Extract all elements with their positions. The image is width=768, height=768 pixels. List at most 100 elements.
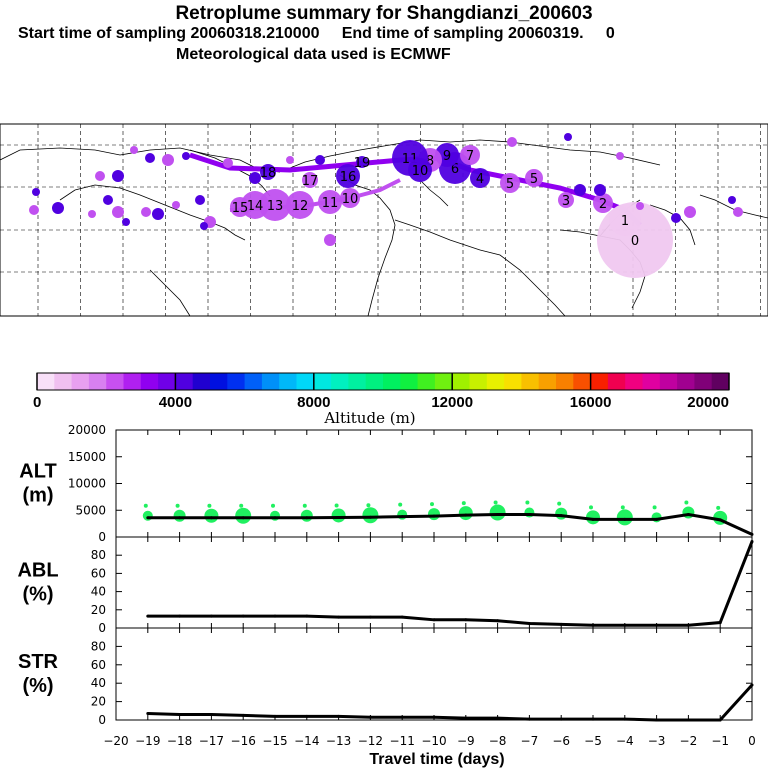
data-point: [750, 683, 754, 687]
colorbar-swatch: [88, 373, 107, 390]
data-point: [591, 623, 595, 627]
coastline: [479, 249, 566, 317]
colorbar-swatch: [400, 373, 419, 390]
altitude-spread-marker: [616, 509, 633, 526]
colorbar-swatch: [71, 373, 90, 390]
plume-dot: [122, 218, 130, 226]
plume-dot: [162, 154, 174, 166]
plume-circle: [408, 158, 432, 182]
y-tick-label: 0: [98, 530, 106, 544]
data-point: [337, 615, 341, 619]
colorbar-swatch: [106, 373, 124, 390]
sampling-time-subtitle: Start time of sampling 20060318.210000 E…: [18, 25, 615, 42]
plume-circle: [286, 191, 314, 219]
colorbar-swatch: [279, 373, 297, 390]
plume-day-label: 4: [476, 172, 484, 187]
x-tick-label: −7: [521, 734, 539, 748]
data-point: [591, 517, 595, 521]
x-tick-label: −5: [584, 734, 602, 748]
x-tick-label: −12: [358, 734, 383, 748]
x-tick-label: −17: [199, 734, 224, 748]
data-point: [209, 712, 213, 716]
x-tick-label: −16: [231, 734, 256, 748]
y-tick-label: 10000: [68, 477, 106, 491]
data-point: [464, 618, 468, 622]
x-tick-label: −1: [711, 734, 729, 748]
plume-circle: [259, 189, 291, 221]
data-point: [623, 717, 627, 721]
x-tick-label: −3: [648, 734, 666, 748]
plume-circle: [470, 168, 490, 188]
altitude-spread-marker: [235, 507, 252, 524]
plume-dot: [32, 188, 40, 196]
data-point: [655, 517, 659, 521]
plume-day-label: 19: [354, 156, 371, 171]
x-tick-label: −15: [262, 734, 287, 748]
data-point: [655, 623, 659, 627]
data-point: [209, 614, 213, 618]
colorbar-swatch: [556, 373, 574, 390]
colorbar-swatch: [261, 373, 280, 390]
x-tick-label: −14: [294, 734, 319, 748]
altitude-spread-marker: [428, 508, 440, 521]
colorbar-swatch: [573, 373, 592, 390]
colorbar-swatch: [469, 373, 488, 390]
altitude-spread-marker: [461, 501, 466, 506]
plume-circle: [356, 156, 368, 168]
colorbar-swatch: [452, 373, 470, 390]
colorbar-swatch: [175, 373, 194, 390]
altitude-spread-marker: [300, 509, 313, 522]
plume-dot: [195, 195, 205, 205]
plume-circle: [593, 193, 613, 213]
x-tick-label: −11: [390, 734, 415, 748]
plume-dot: [733, 207, 743, 217]
met-data-line: Meteorological data used is ECMWF: [176, 46, 451, 63]
plume-dot: [112, 206, 124, 218]
plume-dot: [130, 146, 138, 154]
coastline: [0, 147, 281, 173]
data-point: [496, 716, 500, 720]
plume-day-label: 18: [260, 166, 277, 181]
plume-day-label: 13: [267, 199, 284, 214]
plume-dot: [728, 196, 736, 204]
plume-dot: [684, 206, 696, 218]
data-point: [400, 615, 404, 619]
colorbar-swatch: [192, 373, 211, 390]
altitude-spread-marker: [555, 507, 568, 520]
y-tick-label: 80: [91, 639, 106, 653]
data-point: [146, 614, 150, 618]
x-tick-label: −4: [616, 734, 634, 748]
colorbar-tick-label: 0: [33, 394, 41, 411]
plume-dot: [324, 234, 336, 246]
plume-dot: [223, 158, 233, 168]
data-point: [591, 717, 595, 721]
plume-day-label: 5: [530, 172, 538, 187]
altitude-spread-marker: [271, 503, 275, 508]
colorbar-swatch: [538, 373, 557, 390]
colorbar-swatch: [504, 373, 522, 390]
colorbar-swatch: [521, 373, 540, 390]
coastline: [339, 174, 396, 317]
x-tick-label: −9: [457, 734, 475, 748]
panel-label: ABL: [17, 560, 58, 582]
data-point: [623, 517, 627, 521]
x-axis-title: Travel time (days): [369, 751, 504, 768]
plume-dot: [103, 195, 113, 205]
plume-day-label: 9: [443, 149, 451, 164]
data-point: [718, 518, 722, 522]
panel-label: (%): [22, 584, 53, 606]
data-point: [464, 716, 468, 720]
plume-dot: [286, 156, 294, 164]
data-point: [273, 614, 277, 618]
colorbar-swatch: [365, 373, 384, 390]
altitude-spread-marker: [525, 500, 530, 505]
data-point: [146, 516, 150, 520]
data-point: [241, 713, 245, 717]
data-point: [368, 715, 372, 719]
colorbar-swatch: [244, 373, 263, 390]
plume-day-label: 3: [562, 194, 570, 209]
plume-dot: [95, 171, 105, 181]
plume-dot: [152, 208, 164, 220]
